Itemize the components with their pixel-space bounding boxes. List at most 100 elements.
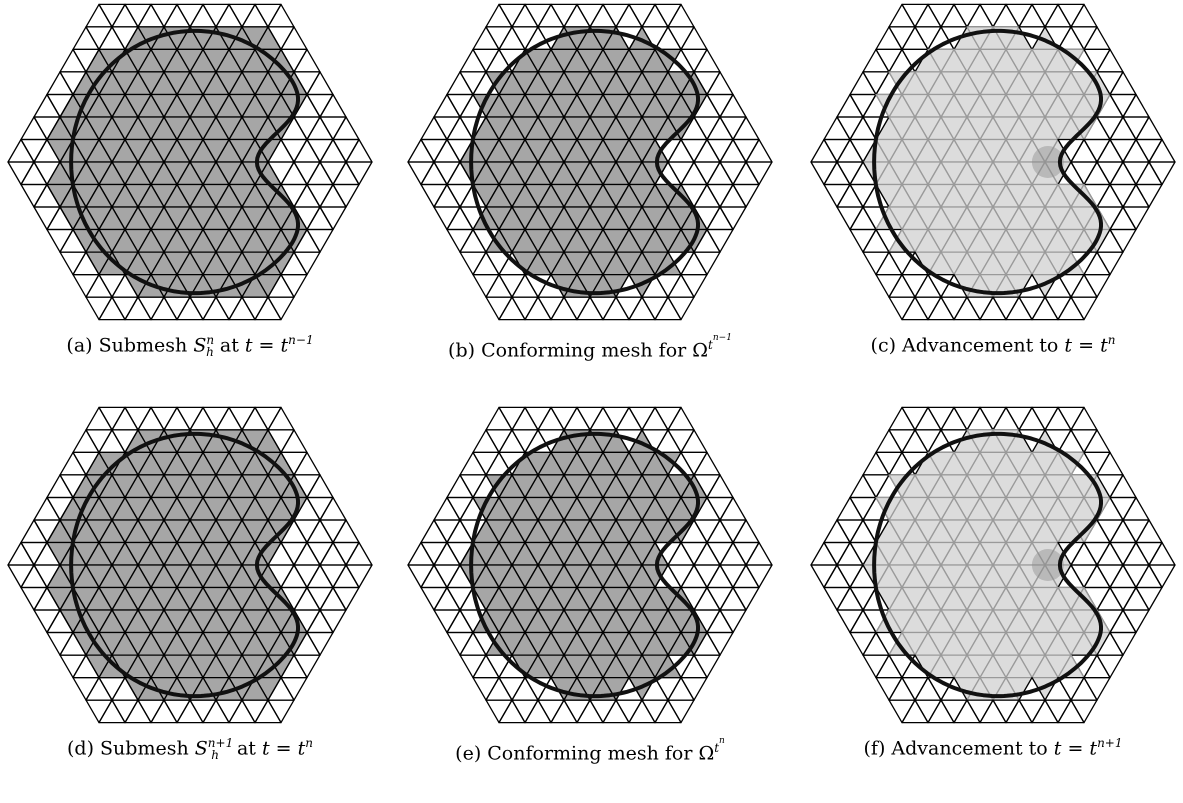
mesh-triangle (706, 586, 734, 611)
panel-e: (e) Conforming mesh for Ωtn (400, 403, 780, 803)
mesh-triangle (1096, 451, 1124, 476)
mesh-triangle (940, 71, 968, 96)
mesh-triangle (706, 71, 734, 96)
mesh-triangle (485, 116, 513, 141)
mesh-triangle (1135, 519, 1163, 544)
mesh-triangle (615, 3, 643, 28)
mesh-triangle (680, 676, 708, 701)
mesh-triangle (111, 296, 139, 321)
mesh-triangle (992, 406, 1020, 431)
mesh-triangle (914, 116, 942, 141)
mesh-triangle (628, 406, 656, 431)
mesh-triangle (1005, 406, 1033, 431)
mesh-triangle (98, 699, 126, 724)
mesh-triangle (433, 609, 461, 634)
mesh-triangle (836, 206, 864, 231)
mesh-triangle (862, 116, 890, 141)
mesh-triangle (589, 699, 617, 724)
mesh-triangle (319, 519, 347, 544)
panel-a: (a) Submesh Snh at t = tn−1 (0, 0, 380, 400)
mesh-triangle (176, 93, 204, 118)
mesh-triangle (59, 116, 87, 141)
mesh-triangle (485, 296, 513, 321)
mesh-triangle (875, 496, 903, 521)
caption-b: (b) Conforming mesh for Ωtn−1 (448, 333, 732, 362)
mesh-triangle (124, 451, 152, 476)
mesh-triangle (693, 564, 721, 589)
mesh-triangle (628, 138, 656, 163)
mesh-triangle (719, 586, 747, 611)
mesh-triangle (719, 564, 747, 589)
mesh-triangle (433, 206, 461, 231)
mesh-triangles (810, 3, 1176, 321)
mesh-triangle (1005, 496, 1033, 521)
mesh-triangle (1018, 3, 1046, 28)
mesh-triangle (979, 138, 1007, 163)
mesh-triangle (810, 564, 838, 589)
mesh-triangle (511, 699, 539, 724)
mesh-triangle (124, 3, 152, 28)
mesh-triangle (280, 26, 308, 51)
mesh-triangle (615, 699, 643, 724)
mesh-triangle (953, 3, 981, 28)
mesh-triangle (20, 161, 48, 186)
mesh-triangle (1096, 654, 1124, 679)
mesh-triangle (706, 631, 734, 656)
mesh-triangle (576, 3, 604, 28)
mesh-triangle (319, 564, 347, 589)
mesh-triangle (810, 138, 838, 163)
mesh-triangle (602, 296, 630, 321)
mesh-triangle (875, 654, 903, 679)
domain-boundary-curve (69, 28, 300, 296)
mesh-triangle (498, 26, 526, 51)
mesh-triangle (849, 138, 877, 163)
mesh-triangle (576, 699, 604, 724)
mesh-triangle (459, 251, 487, 276)
mesh-triangle (641, 3, 669, 28)
mesh-triangle (654, 676, 682, 701)
mesh-triangle (1122, 541, 1150, 566)
mesh-triangle (280, 676, 308, 701)
mesh-triangle (641, 699, 669, 724)
mesh-triangle (589, 406, 617, 431)
mesh-triangle (823, 161, 851, 186)
mesh-triangle (732, 519, 760, 544)
mesh-triangle (20, 138, 48, 163)
mesh-triangle (511, 296, 539, 321)
mesh-triangle (1109, 586, 1137, 611)
mesh-triangle (849, 496, 877, 521)
panel-d: (d) Submesh Sn+1h at t = tn (0, 403, 380, 803)
mesh-triangle (927, 496, 955, 521)
mesh-triangle (472, 496, 500, 521)
mesh-triangle (228, 406, 256, 431)
mesh-triangle (1083, 161, 1111, 186)
mesh-triangle (420, 161, 448, 186)
mesh-triangle (888, 273, 916, 298)
mesh-triangle (927, 451, 955, 476)
mesh-diagram-f (810, 406, 1176, 724)
mesh-triangle (33, 116, 61, 141)
mesh-triangle (888, 474, 916, 499)
mesh-triangle (550, 138, 578, 163)
mesh-triangle (1018, 71, 1046, 96)
mesh-triangle (888, 519, 916, 544)
mesh-triangle (836, 93, 864, 118)
mesh-triangle (98, 541, 126, 566)
mesh-triangle (1083, 496, 1111, 521)
mesh-triangle (332, 519, 360, 544)
mesh-triangle (940, 3, 968, 28)
mesh-triangle (719, 161, 747, 186)
mesh-triangle (72, 496, 100, 521)
mesh-triangle (485, 26, 513, 51)
mesh-triangle (241, 26, 269, 51)
mesh-triangle (706, 228, 734, 253)
mesh-triangle (537, 406, 565, 431)
mesh-triangle (524, 496, 552, 521)
mesh-triangle (98, 296, 126, 321)
mesh-triangle (1083, 26, 1111, 51)
mesh-triangle (1018, 519, 1046, 544)
mesh-triangle (524, 451, 552, 476)
mesh-triangle (849, 586, 877, 611)
mesh-triangle (176, 3, 204, 28)
mesh-triangle (966, 519, 994, 544)
